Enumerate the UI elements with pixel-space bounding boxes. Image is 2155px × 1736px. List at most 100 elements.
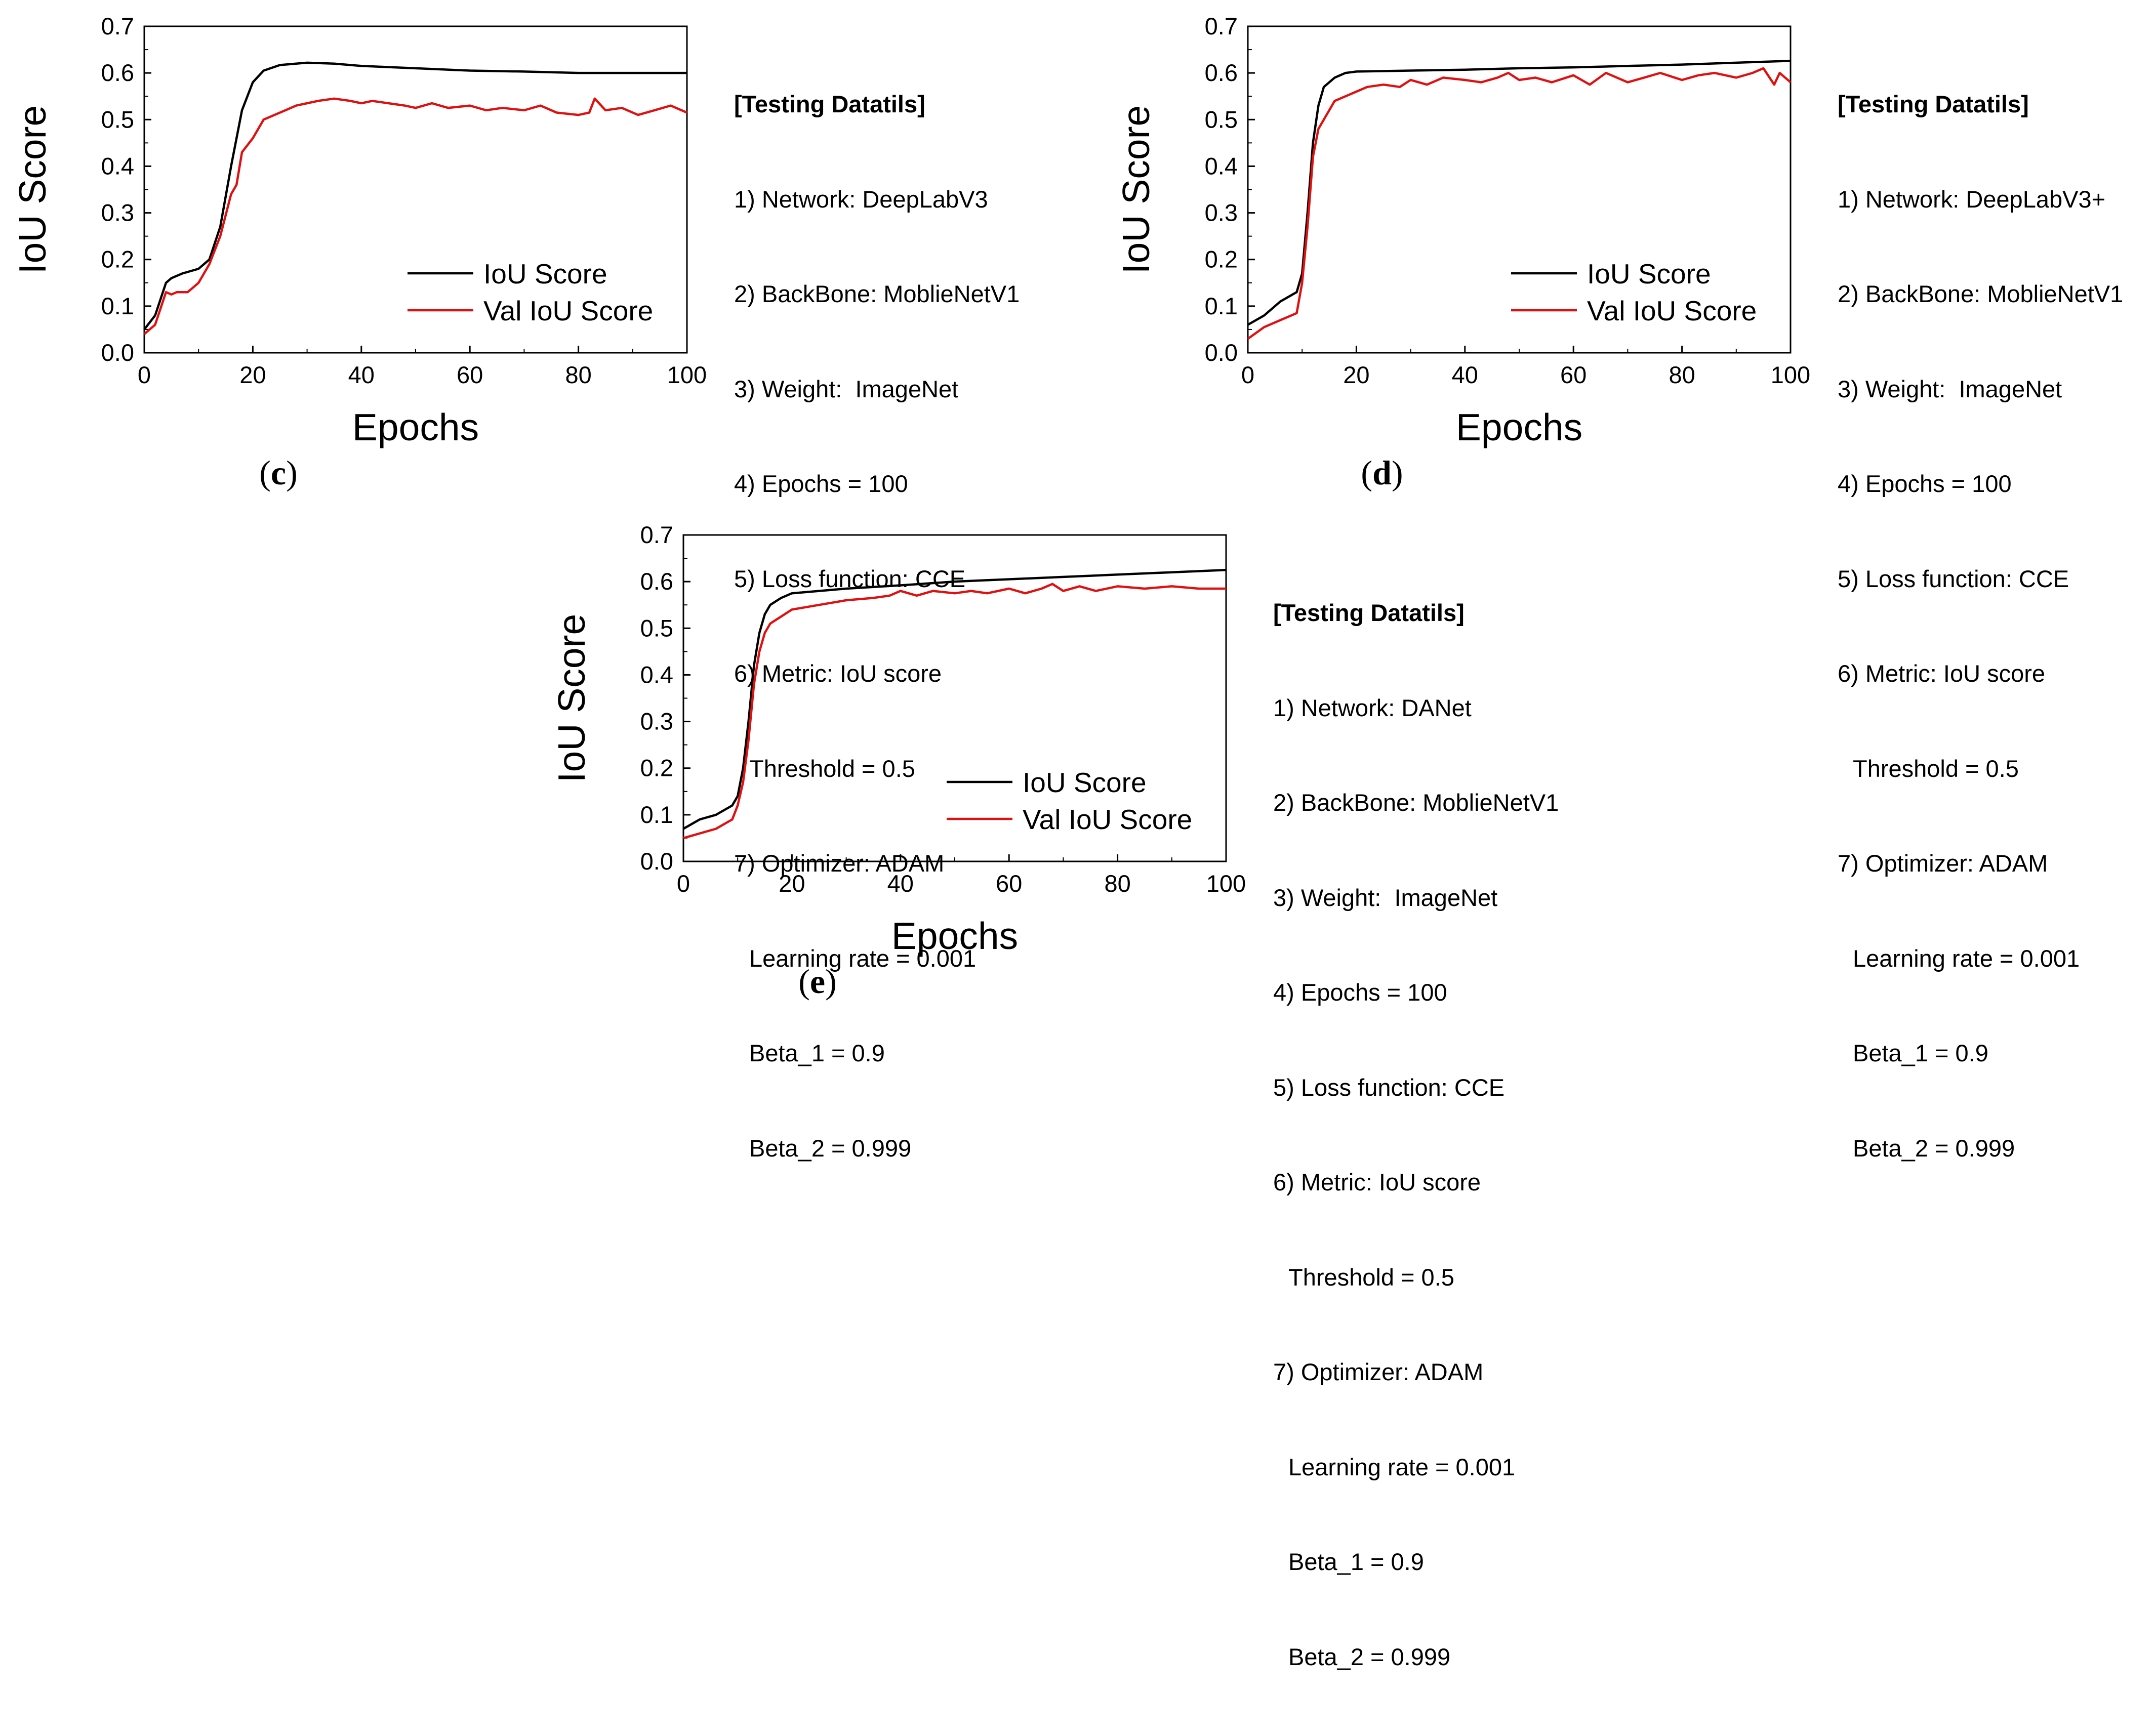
caption-c: (c) [259, 453, 298, 492]
x-axis-title: Epochs [891, 915, 1018, 957]
chart-c-svg: 0.0 0.1 0.2 0.3 0.4 0.5 0.6 0.7 0 20 40 60 80 100 Epoc… [11, 13, 707, 448]
y-tick-label: 0.6 [640, 568, 673, 595]
y-tick-label: 0.5 [1205, 106, 1238, 133]
x-tick-label: 60 [1560, 361, 1587, 388]
caption-letter: e [809, 962, 826, 1001]
x-tick-label: 100 [667, 361, 707, 388]
x-tick-label: 20 [239, 361, 266, 388]
details-epochs: 4) Epochs = 100 [734, 470, 908, 497]
legend-label: Val IoU Score [1587, 295, 1757, 326]
y-tick-label: 0.3 [640, 708, 673, 735]
chart-panel-c: 0.0 0.1 0.2 0.3 0.4 0.5 0.6 0.7 0 20 40 60 80 100 Epoc… [0, 0, 1020, 1162]
caption-letter: d [1372, 453, 1392, 492]
details-weight: 3) Weight: ImageNet [1838, 375, 2062, 402]
details-beta-1: Beta_1 = 0.9 [749, 1040, 885, 1066]
legend-label: IoU Score [1023, 767, 1147, 798]
details-beta-2: Beta_2 = 0.999 [1288, 1643, 1451, 1670]
x-tick-label: 80 [1669, 361, 1695, 388]
x-axis-title: Epochs [1456, 406, 1582, 448]
x-tick-label: 80 [565, 361, 591, 388]
x-tick-label: 20 [1343, 361, 1369, 388]
x-tick-label: 40 [887, 870, 914, 897]
details-network: 1) Network: DANet [1273, 694, 1472, 721]
series-line-val-iou-score [683, 583, 1226, 840]
y-axis-title: IoU Score [1115, 105, 1157, 274]
details-header: [Testing Datatils] [734, 91, 925, 117]
y-tick-label: 0.7 [101, 13, 134, 39]
x-tick-label: 40 [348, 361, 375, 388]
x-tick-label: 60 [996, 870, 1022, 897]
details-metric: 6) Metric: IoU score [1273, 1169, 1481, 1195]
y-tick-label: 0.4 [101, 152, 134, 179]
y-tick-label: 0.1 [1205, 293, 1238, 319]
details-beta-2: Beta_2 = 0.999 [749, 1134, 912, 1162]
series-line-val-iou-score [1247, 67, 1792, 340]
y-tick-label: 0.7 [640, 521, 673, 548]
details-backbone: 2) BackBone: MoblieNetV1 [1273, 789, 1559, 816]
x-tick-label: 20 [779, 870, 805, 897]
y-axis-title: IoU Score [550, 614, 593, 782]
details-optimizer: 7) Optimizer: ADAM [1838, 850, 2048, 877]
legend-label: Val IoU Score [483, 295, 653, 326]
details-backbone: 2) BackBone: MoblieNetV1 [734, 280, 1020, 307]
x-tick-label: 60 [457, 361, 483, 388]
details-metric: 6) Metric: IoU score [734, 660, 942, 687]
details-learning-rate: Learning rate = 0.001 [1288, 1453, 1516, 1480]
y-tick-label: 0.1 [640, 801, 673, 828]
details-threshold: Threshold = 0.5 [1288, 1263, 1454, 1291]
details-header: [Testing Datatils] [1273, 599, 1465, 626]
x-tick-label: 80 [1104, 870, 1130, 897]
series-line-iou-score [143, 61, 687, 330]
details-loss: 5) Loss function: CCE [734, 565, 966, 592]
y-tick-label: 0.3 [1205, 199, 1238, 226]
details-learning-rate: Learning rate = 0.001 [1853, 944, 2080, 972]
details-weight: 3) Weight: ImageNet [1273, 884, 1498, 911]
y-tick-label: 0.1 [101, 293, 134, 319]
legend-label: IoU Score [1587, 258, 1711, 290]
y-tick-label: 0.6 [1205, 59, 1238, 86]
x-tick-label: 0 [677, 870, 690, 897]
y-tick-label: 0.0 [101, 339, 134, 366]
y-tick-label: 0.0 [640, 848, 673, 875]
details-optimizer: 7) Optimizer: ADAM [1273, 1358, 1484, 1385]
details-metric: 6) Metric: IoU score [1838, 660, 2046, 687]
y-tick-label: 0.2 [640, 755, 673, 781]
details-header: [Testing Datatils] [1838, 91, 2029, 117]
y-tick-label: 0.3 [101, 199, 134, 226]
details-threshold: Threshold = 0.5 [749, 755, 915, 782]
caption-d: (d) [1361, 453, 1403, 492]
series-line-iou-score [682, 568, 1227, 830]
details-threshold: Threshold = 0.5 [1853, 755, 2019, 782]
testing-details-c: [Testing Datatils] 1) Network: DeepLabV3… [734, 25, 1020, 1227]
caption-e: (e) [798, 962, 837, 1001]
y-tick-label: 0.2 [1205, 246, 1238, 273]
series-line-val-iou-score [143, 97, 687, 335]
y-tick-label: 0.0 [1205, 339, 1238, 366]
y-tick-label: 0.2 [101, 246, 134, 273]
y-tick-label: 0.4 [640, 661, 673, 688]
testing-details-d: [Testing Datatils] 1) Network: DeepLabV3… [1838, 25, 2123, 1227]
series-line-iou-score [1247, 59, 1791, 326]
details-weight: 3) Weight: ImageNet [734, 375, 959, 402]
x-tick-label: 100 [1771, 361, 1810, 388]
x-tick-label: 40 [1452, 361, 1478, 388]
testing-details-e: [Testing Datatils] 1) Network: DANet 2) … [1273, 534, 1559, 1736]
chart-panel-d: 0.0 0.1 0.2 0.3 0.4 0.5 0.6 0.7 0 20 40 60 80 100 Epoc… [1104, 0, 2123, 1162]
y-tick-label: 0.5 [640, 614, 673, 641]
details-optimizer: 7) Optimizer: ADAM [734, 850, 945, 877]
y-axis-title: IoU Score [11, 105, 54, 274]
x-tick-label: 0 [138, 361, 151, 388]
legend-label: Val IoU Score [1023, 804, 1192, 835]
details-beta-1: Beta_1 = 0.9 [1853, 1040, 1988, 1066]
details-epochs: 4) Epochs = 100 [1273, 979, 1447, 1006]
details-learning-rate: Learning rate = 0.001 [749, 944, 977, 972]
details-beta-2: Beta_2 = 0.999 [1853, 1134, 2015, 1162]
details-backbone: 2) BackBone: MoblieNetV1 [1838, 280, 2124, 307]
chart-e-svg: 0.0 0.1 0.2 0.3 0.4 0.5 0.6 0.7 0 20 40 60 80 100 Epoc… [550, 521, 1246, 957]
x-tick-label: 100 [1206, 870, 1246, 897]
caption-letter: c [270, 453, 287, 492]
y-tick-label: 0.6 [101, 59, 134, 86]
details-network: 1) Network: DeepLabV3 [734, 185, 988, 213]
details-loss: 5) Loss function: CCE [1838, 565, 2069, 592]
details-epochs: 4) Epochs = 100 [1838, 470, 2012, 497]
